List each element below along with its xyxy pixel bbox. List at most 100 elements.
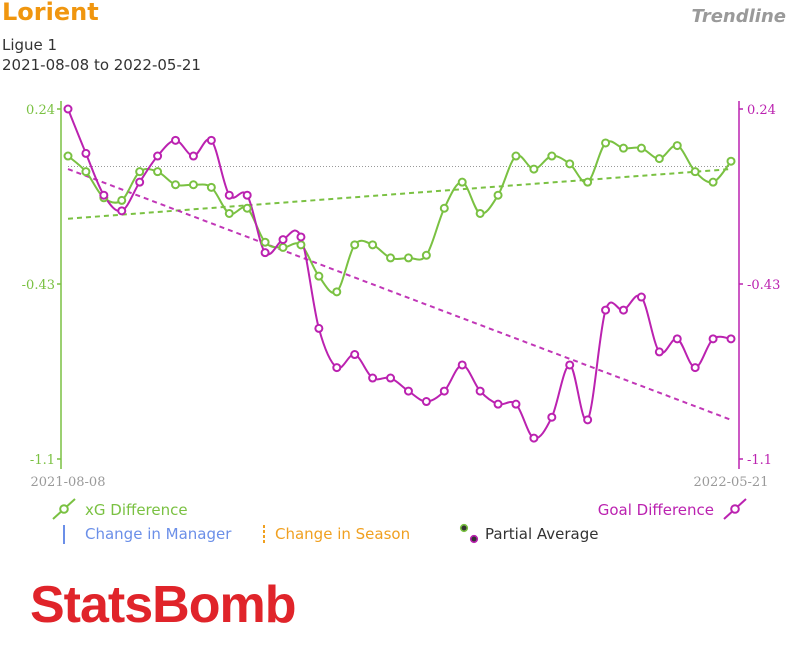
right-tick-label: 0.24 [747,103,776,118]
xg-point [224,208,234,218]
xg-point [260,237,270,247]
goal-point [296,232,306,242]
xg-point [529,164,539,174]
goal-point [224,190,234,200]
xg-point [314,271,324,281]
xg-point [153,167,163,177]
goal-point [332,363,342,373]
xg-point [636,143,646,153]
partial-average-label: Partial Average [485,525,599,543]
goal-point [117,206,127,216]
team-name: Lorient [2,0,99,26]
statsbomb-logo: StatsBomb [30,576,296,634]
goal-point [726,334,736,344]
goal-point [547,412,557,422]
goal-point [618,305,628,315]
x-start-label: 2021-08-08 [31,475,106,490]
goal-point [457,360,467,370]
xg-point [278,242,288,252]
goal-point [278,235,288,245]
goal-point [403,386,413,396]
goal-point [99,190,109,200]
goal-point [583,415,593,425]
date-range: 2021-08-08 to 2022-05-21 [2,56,201,74]
xg-legend-label: xG Difference [85,501,188,519]
goal-point [368,373,378,383]
goal-point [601,305,611,315]
xg-legend-icon [52,498,76,520]
goal-point [690,363,700,373]
league-name: Ligue 1 [2,36,58,54]
goal-point [708,334,718,344]
xg-point [171,180,181,190]
goal-point [421,397,431,407]
goal-point [511,399,521,409]
chart-type-label: Trendline [691,6,786,27]
partial-average-icon [459,523,479,544]
xg-point [565,159,575,169]
goal-point [260,248,270,258]
goal-point [565,360,575,370]
xg-point [457,177,467,187]
goal-point [242,190,252,200]
trendline-chart: 0.24 0.24 -0.43 -0.43 -1.1 -1.1 2021-08-08 2022… [22,101,780,490]
goal-point [636,292,646,302]
left-tick-label: -1.1 [30,453,55,468]
goal-point [386,373,396,383]
xg-point [403,253,413,263]
xg-point [690,167,700,177]
xg-point [583,177,593,187]
xg-point [601,138,611,148]
xg-point [547,151,557,161]
xg-point [63,151,73,161]
xg-point [511,151,521,161]
xg-point [726,156,736,166]
goal-point [206,135,216,145]
xg-point [206,182,216,192]
goal-point [314,323,324,333]
goal-legend-icon [723,498,747,520]
manager-legend-label: Change in Manager [85,525,232,543]
xg-point [672,141,682,151]
xg-point [188,180,198,190]
xg-point [475,208,485,218]
xg-point [654,154,664,164]
right-tick-label: -0.43 [747,278,780,293]
goal-point [475,386,485,396]
season-legend-label: Change in Season [275,525,411,543]
goal-trendline [67,168,732,421]
xg-point [421,250,431,260]
goal-point [350,350,360,360]
goal-point [81,148,91,158]
goal-point [654,347,664,357]
xg-point [368,240,378,250]
goal-point [63,104,73,114]
xg-point [439,203,449,213]
xg-point [618,143,628,153]
manager-legend-icon [63,525,65,544]
goal-line [67,108,732,440]
xg-point [332,287,342,297]
xg-point [708,177,718,187]
goal-point [171,135,181,145]
xg-point [350,240,360,250]
left-tick-label: -0.43 [22,278,55,293]
goal-point [493,399,503,409]
goal-point [153,151,163,161]
goal-point [439,386,449,396]
xg-line [67,140,732,294]
xg-trendline [67,168,732,220]
season-legend-icon [263,525,265,544]
xg-point [135,167,145,177]
xg-point [117,195,127,205]
goal-point [188,151,198,161]
goal-legend-label: Goal Difference [597,501,714,519]
xg-point [493,190,503,200]
xg-point [296,240,306,250]
x-end-label: 2022-05-21 [694,475,769,490]
goal-point [135,177,145,187]
goal-point [529,433,539,443]
xg-point [386,253,396,263]
goal-point [672,334,682,344]
xg-point [81,167,91,177]
